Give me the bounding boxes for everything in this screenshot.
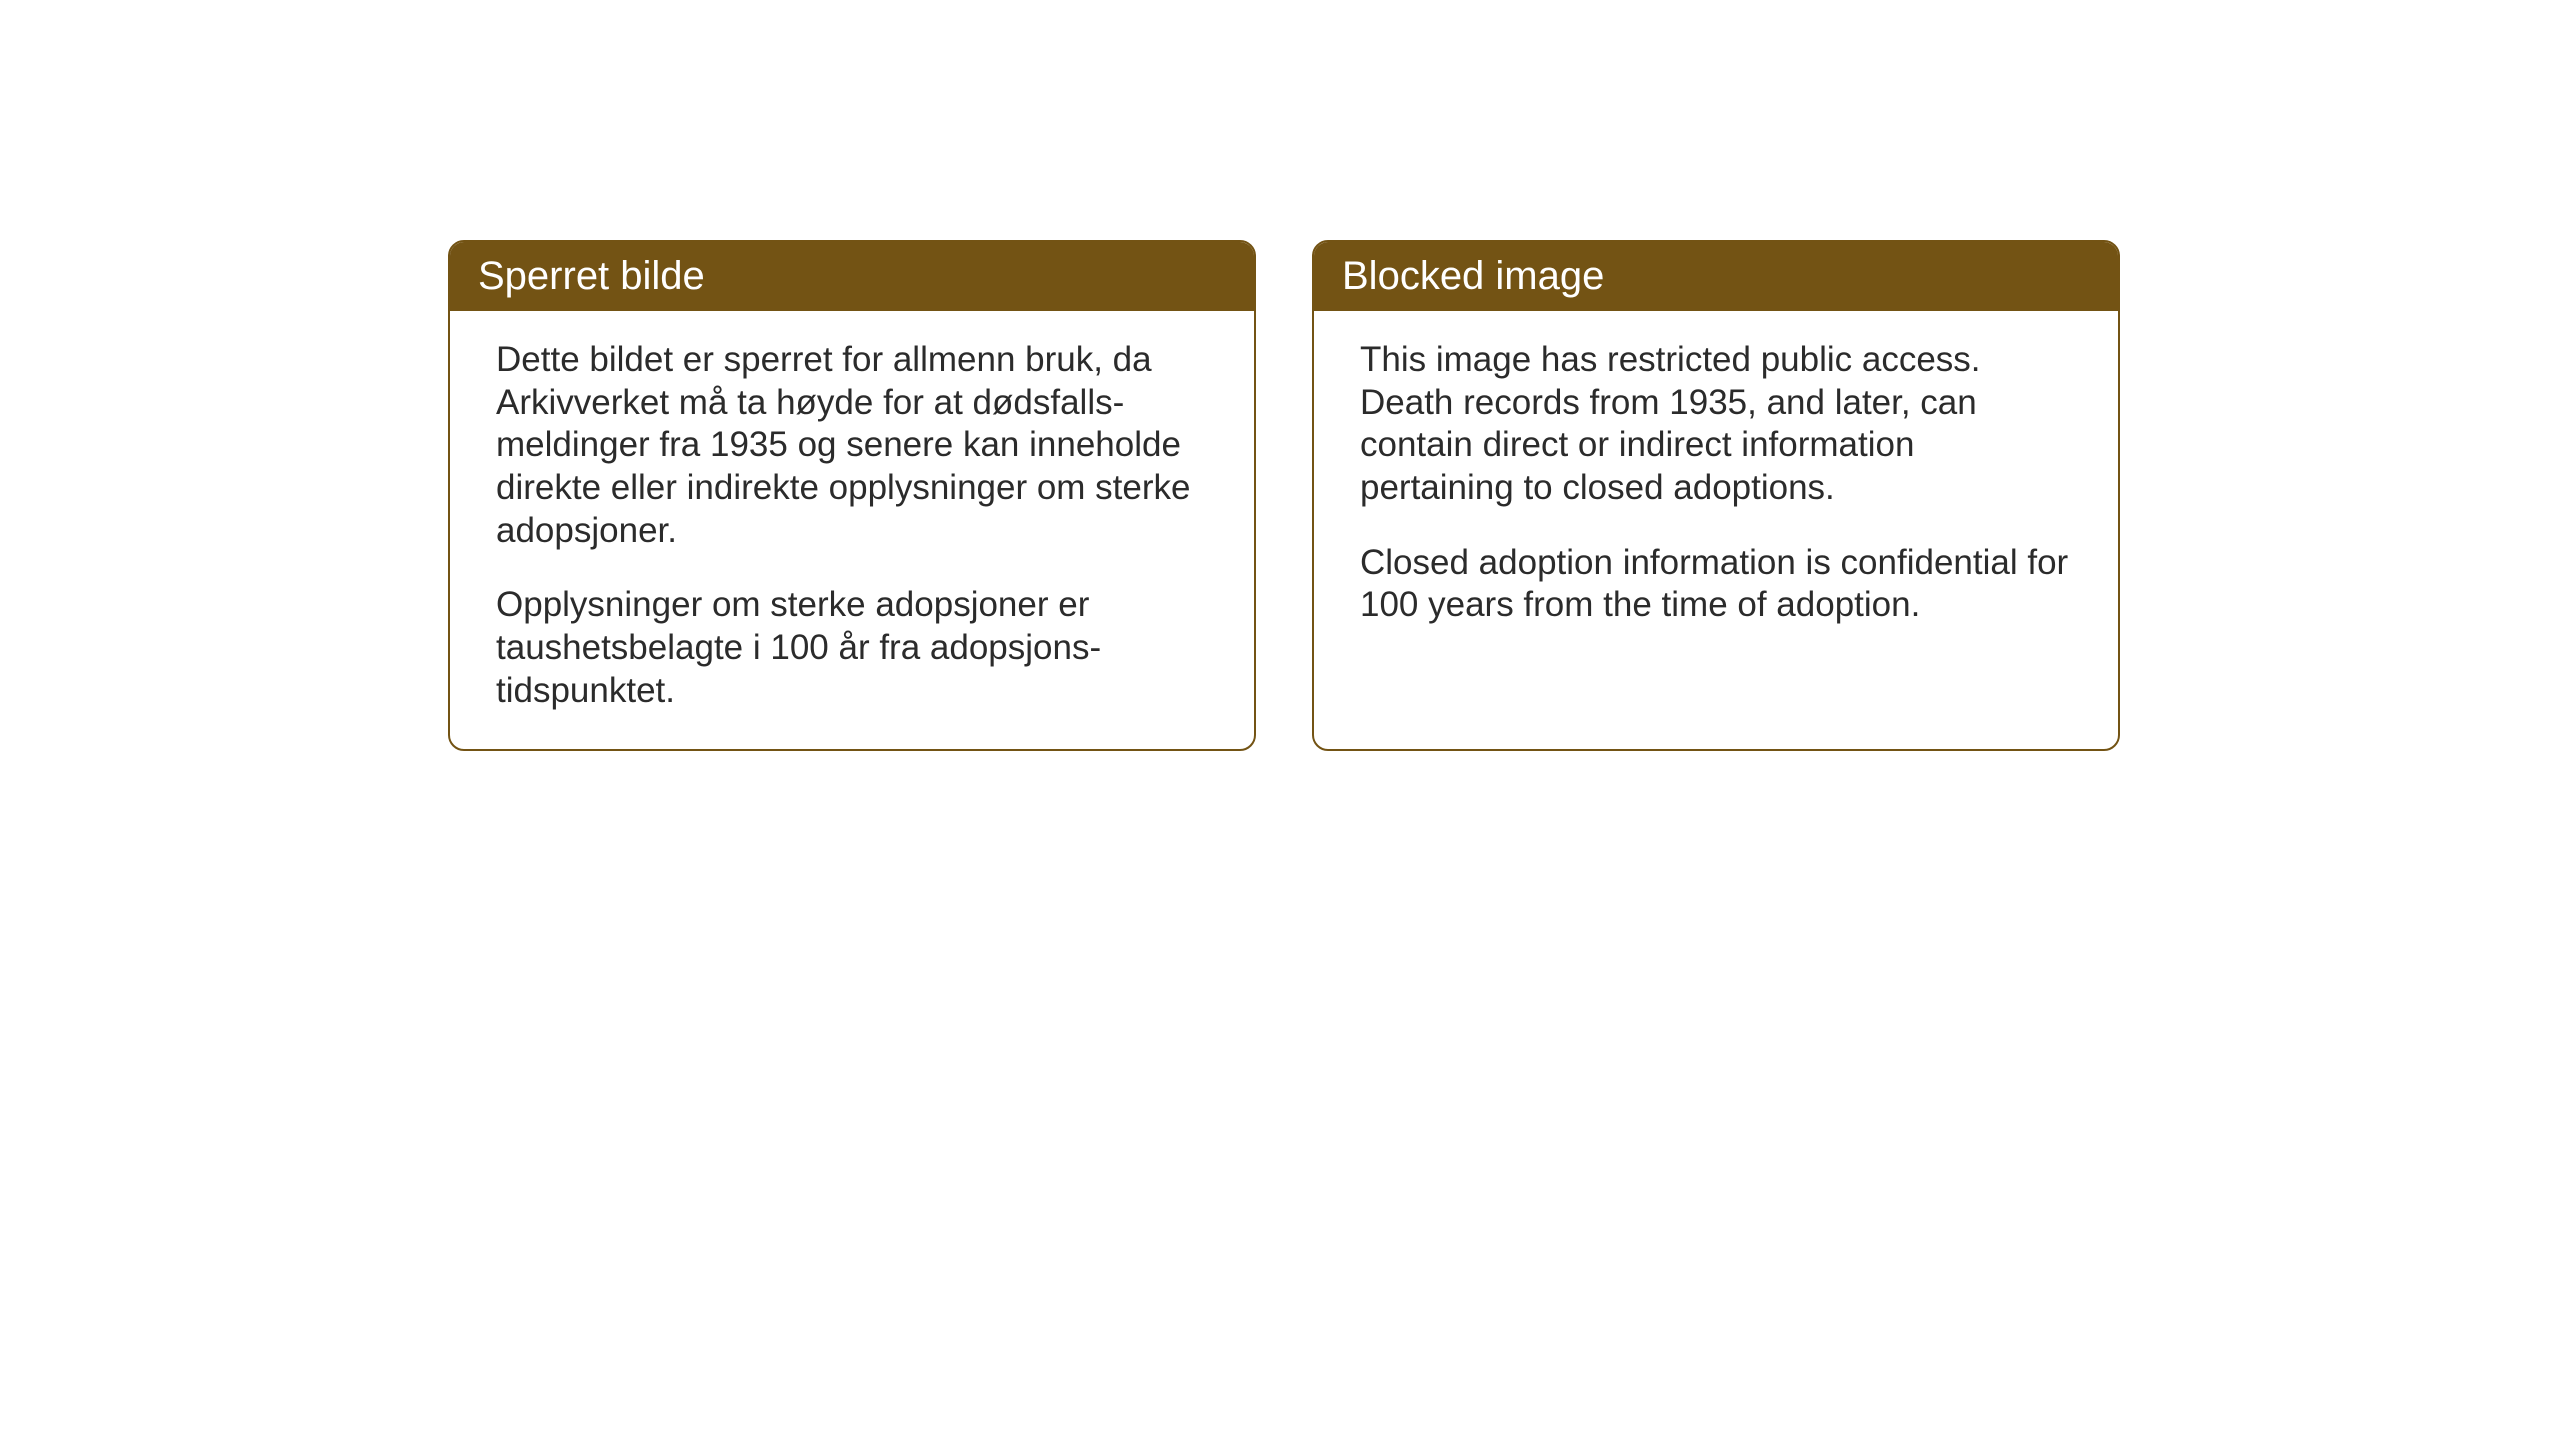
notice-cards-container: Sperret bilde Dette bildet er sperret fo… [448,240,2120,751]
notice-paragraph-norwegian-1: Dette bildet er sperret for allmenn bruk… [496,339,1208,552]
notice-card-norwegian: Sperret bilde Dette bildet er sperret fo… [448,240,1256,751]
card-body-norwegian: Dette bildet er sperret for allmenn bruk… [450,311,1254,749]
card-header-english: Blocked image [1314,242,2118,311]
card-header-norwegian: Sperret bilde [450,242,1254,311]
card-title-english: Blocked image [1342,254,1604,298]
notice-card-english: Blocked image This image has restricted … [1312,240,2120,751]
notice-paragraph-norwegian-2: Opplysninger om sterke adopsjoner er tau… [496,584,1208,712]
card-title-norwegian: Sperret bilde [478,254,705,298]
card-body-english: This image has restricted public access.… [1314,311,2118,663]
notice-paragraph-english-2: Closed adoption information is confident… [1360,542,2072,627]
notice-paragraph-english-1: This image has restricted public access.… [1360,339,2072,510]
